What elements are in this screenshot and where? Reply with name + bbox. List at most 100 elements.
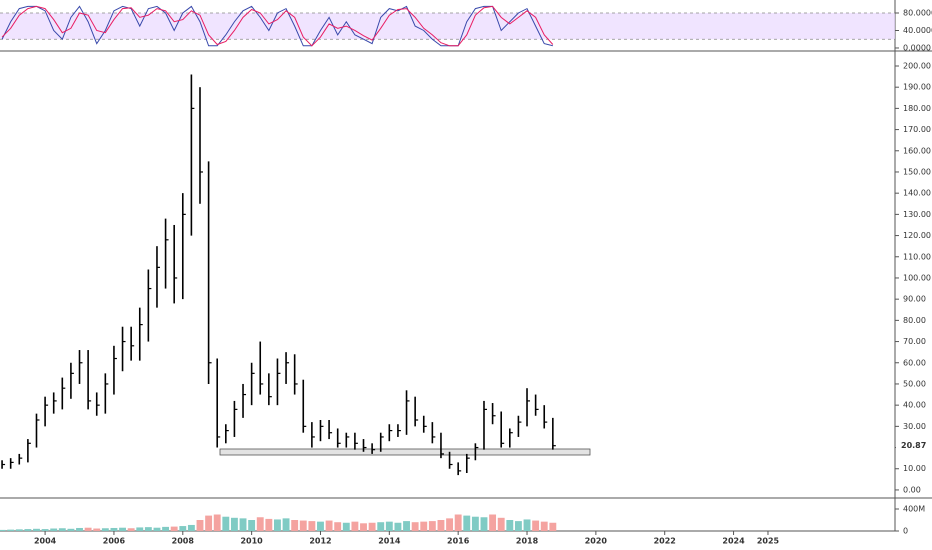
x-tick-label: 2022 [654,537,676,546]
y-tick-label: 40.00 [903,401,926,410]
volume-bar [230,517,238,531]
volume-bar [514,521,522,531]
x-tick-label: 2016 [447,537,470,546]
volume-bar [351,521,359,531]
volume-bar [179,526,187,531]
y-tick-label: 170.00 [903,125,931,134]
x-tick-label: 2020 [585,537,608,546]
y-tick-label: 150.00 [903,167,931,176]
y-tick-label: 400M [903,505,925,514]
volume-bar [248,520,256,531]
x-tick-label: 2004 [34,537,57,546]
y-tick-label: 30.00 [903,422,926,431]
volume-bar [471,516,479,531]
volume-bar [317,521,324,531]
volume-bar [342,522,350,531]
volume-bar [50,528,58,531]
x-tick-label: 2025 [757,537,780,546]
x-tick-label: 2010 [240,537,263,546]
volume-bar [334,522,342,531]
volume-bar [325,520,333,531]
volume-bar [463,515,471,531]
volume-bar [454,514,462,531]
volume-bar [119,527,126,531]
volume-bar [497,517,505,531]
volume-bar [403,521,410,531]
x-tick-label: 2014 [378,537,401,546]
volume-bar [136,527,144,531]
volume-bar [239,518,247,531]
volume-bar [549,522,557,531]
volume-bar [67,528,75,531]
volume-bar [222,516,230,531]
volume-bar [523,519,531,531]
volume-bar [76,527,83,531]
volume-bar [308,521,316,531]
volume-bar [58,528,66,531]
y-tick-label: 80.0000 [903,8,932,17]
volume-bar [127,528,135,531]
volume-bar [153,527,161,531]
stoch-panel [0,5,895,47]
y-tick-label: 50.00 [903,379,926,388]
y-tick-label: 180.00 [903,104,931,113]
y-tick-label: 110.00 [903,252,931,261]
volume-bar [110,527,118,531]
y-tick-label: 10.00 [903,464,926,473]
volume-bar [299,520,307,531]
volume-bar [7,529,15,531]
volume-bar [24,529,32,531]
volume-bar [213,514,221,531]
y-tick-label: 80.00 [903,316,926,325]
volume-bar [93,528,101,531]
y-tick-label: 0.0000 [903,43,931,52]
volume-bar [170,526,178,531]
x-tick-label: 2006 [103,537,126,546]
y-tick-label: 100.00 [903,273,931,282]
y-tick-label: 160.00 [903,146,931,155]
volume-bar [540,521,548,531]
x-tick-label: 2024 [722,537,745,546]
volume-bar [41,529,49,531]
x-tick-label: 2008 [172,537,195,546]
volume-bar [291,520,299,531]
last-price-box [896,439,932,452]
volume-bar [15,529,23,531]
volume-bar [144,527,152,531]
volume-bar [360,523,367,531]
stoch-line [1,5,553,47]
volume-bar [205,515,213,531]
volume-bar [84,527,92,531]
y-tick-label: 90.00 [903,295,926,304]
stoch-band [0,12,895,40]
price-panel [1,74,556,476]
y-tick-label: 190.00 [903,83,931,92]
volume-bar [411,522,419,531]
volume-bar [446,518,454,531]
volume-bar [437,520,445,531]
last-price-label: 20.87 [901,441,926,450]
x-tick-label: 2018 [516,537,539,546]
y-tick-label: 40.0000 [903,26,932,35]
volume-bar [489,514,497,531]
stoch-line [1,5,554,47]
y-tick-label: 200.00 [903,61,931,70]
volume-bar [428,521,436,531]
y-tick-label: 0.00 [903,485,921,494]
y-tick-label: 60.00 [903,358,926,367]
volume-bar [506,520,514,531]
volume-bar [187,524,195,531]
volume-bar [532,520,540,531]
volume-bar [480,517,488,531]
volume-bar [368,522,376,531]
volume-bar [256,517,264,531]
volume-bar [394,522,402,531]
volume-bar [196,520,204,531]
volume-bar [385,521,393,531]
x-tick-label: 2012 [309,537,331,546]
volume-bar [162,526,170,531]
volume-bar [265,518,273,531]
y-tick-label: 130.00 [903,210,931,219]
y-tick-label: 120.00 [903,231,931,240]
